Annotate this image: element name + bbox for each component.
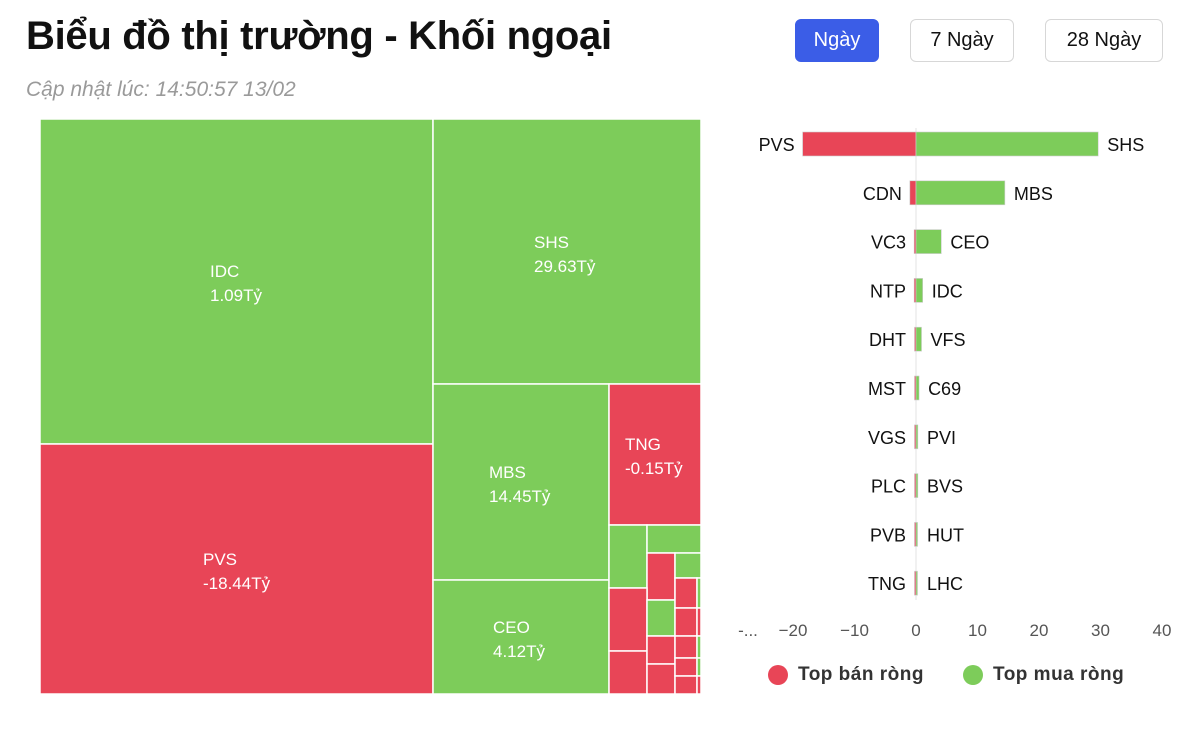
bar-buy-label: IDC [932,281,963,301]
bar-buy-shs[interactable] [915,131,1099,157]
treemap-tile-name: TNG [625,435,661,454]
bar-sell-label: TNG [868,574,906,594]
treemap-tile-value: 14.45Tỷ [489,487,551,506]
legend-sell[interactable]: Top bán ròng [768,664,924,686]
treemap-tile-minor[interactable] [646,663,676,695]
bar-buy-label: PVI [927,428,956,448]
bar-buy-label: MBS [1014,184,1053,204]
bar-buy-lhc[interactable] [915,570,918,596]
treemap-tile-value: -0.15Tỷ [625,459,683,478]
bar-sell-label: MST [868,379,906,399]
treemap-tile-name: IDC [210,262,239,281]
treemap-chart: IDC 1.09Tỷ PVS -18.44Tỷ SHS 29.63Tỷ MBS 14.45Tỷ… [39,118,702,695]
x-tick-label: 10 [968,621,987,640]
treemap-tile-minor[interactable] [608,524,648,589]
bar-buy-label: SHS [1107,135,1144,155]
treemap-tile-shs[interactable] [432,118,702,385]
bar-buy-label: BVS [927,477,963,497]
page-title: Biểu đồ thị trường - Khối ngoại [26,14,612,58]
treemap-tile-name: MBS [489,463,526,482]
legend-buy-dot [963,665,983,685]
legend-buy[interactable]: Top mua ròng [963,664,1124,686]
bar-buy-pvi[interactable] [915,424,919,450]
last-updated-text: Cập nhật lúc: 14:50:57 13/02 [26,78,296,101]
bar-buy-label: CEO [950,233,989,253]
bar-sell-label: VGS [868,428,906,448]
treemap-tile-value: 29.63Tỷ [534,257,596,276]
treemap-tile-mbs[interactable] [432,383,610,581]
treemap-tile-value: -18.44Tỷ [203,574,271,593]
x-tick-label: 20 [1030,621,1049,640]
bar-sell-label: DHT [869,330,906,350]
treemap-tile-pvs[interactable] [39,443,434,695]
bar-buy-mbs[interactable] [915,180,1006,206]
bar-sell-label: PVB [870,525,906,545]
treemap-tile-ceo[interactable] [432,579,610,695]
bar-sell-pvs[interactable] [802,131,917,157]
range-day-button[interactable]: Ngày [795,19,879,62]
bar-buy-label: C69 [928,379,961,399]
bar-sell-label: PVS [759,135,795,155]
bar-sell-cdn[interactable] [909,180,917,206]
treemap-tile-tng[interactable] [608,383,702,526]
bar-buy-label: HUT [927,525,964,545]
bar-buy-label: VFS [931,330,966,350]
treemap-tile-name: CEO [493,618,530,637]
treemap-tile-minor[interactable] [608,587,648,652]
bar-buy-vfs[interactable] [915,326,922,352]
treemap-tile-minor[interactable] [696,675,702,695]
x-tick-label: −20 [779,621,808,640]
treemap-tile-idc[interactable] [39,118,434,445]
bar-sell-label: NTP [870,281,906,301]
x-tick-label: -... [738,621,758,640]
treemap-tile-name: PVS [203,550,237,569]
bar-buy-hut[interactable] [915,522,918,547]
bar-buy-label: LHC [927,574,963,594]
legend-sell-label: Top bán ròng [798,664,924,685]
x-tick-label: 0 [911,621,920,640]
legend-sell-dot [768,665,788,685]
range-7-days-button[interactable]: 7 Ngày [910,19,1014,62]
bar-buy-ceo[interactable] [915,229,942,254]
x-tick-label: 40 [1153,621,1172,640]
x-tick-label: −10 [840,621,869,640]
bar-buy-c69[interactable] [915,375,920,401]
bar-sell-label: PLC [871,477,906,497]
treemap-tile-value: 4.12Tỷ [493,642,545,661]
treemap-tile-value: 1.09Tỷ [210,286,262,305]
treemap-tile-minor[interactable] [674,552,702,579]
bar-buy-idc[interactable] [915,278,924,303]
treemap-tile-minor[interactable] [646,552,676,601]
bar-buy-bvs[interactable] [915,473,919,498]
bar-sell-label: CDN [863,184,902,204]
legend-buy-label: Top mua ròng [993,664,1125,685]
x-tick-label: 30 [1091,621,1110,640]
treemap-tile-name: SHS [534,233,569,252]
bar-sell-label: VC3 [871,233,906,253]
treemap-tile-minor[interactable] [608,650,648,695]
range-28-days-button[interactable]: 28 Ngày [1045,19,1163,62]
